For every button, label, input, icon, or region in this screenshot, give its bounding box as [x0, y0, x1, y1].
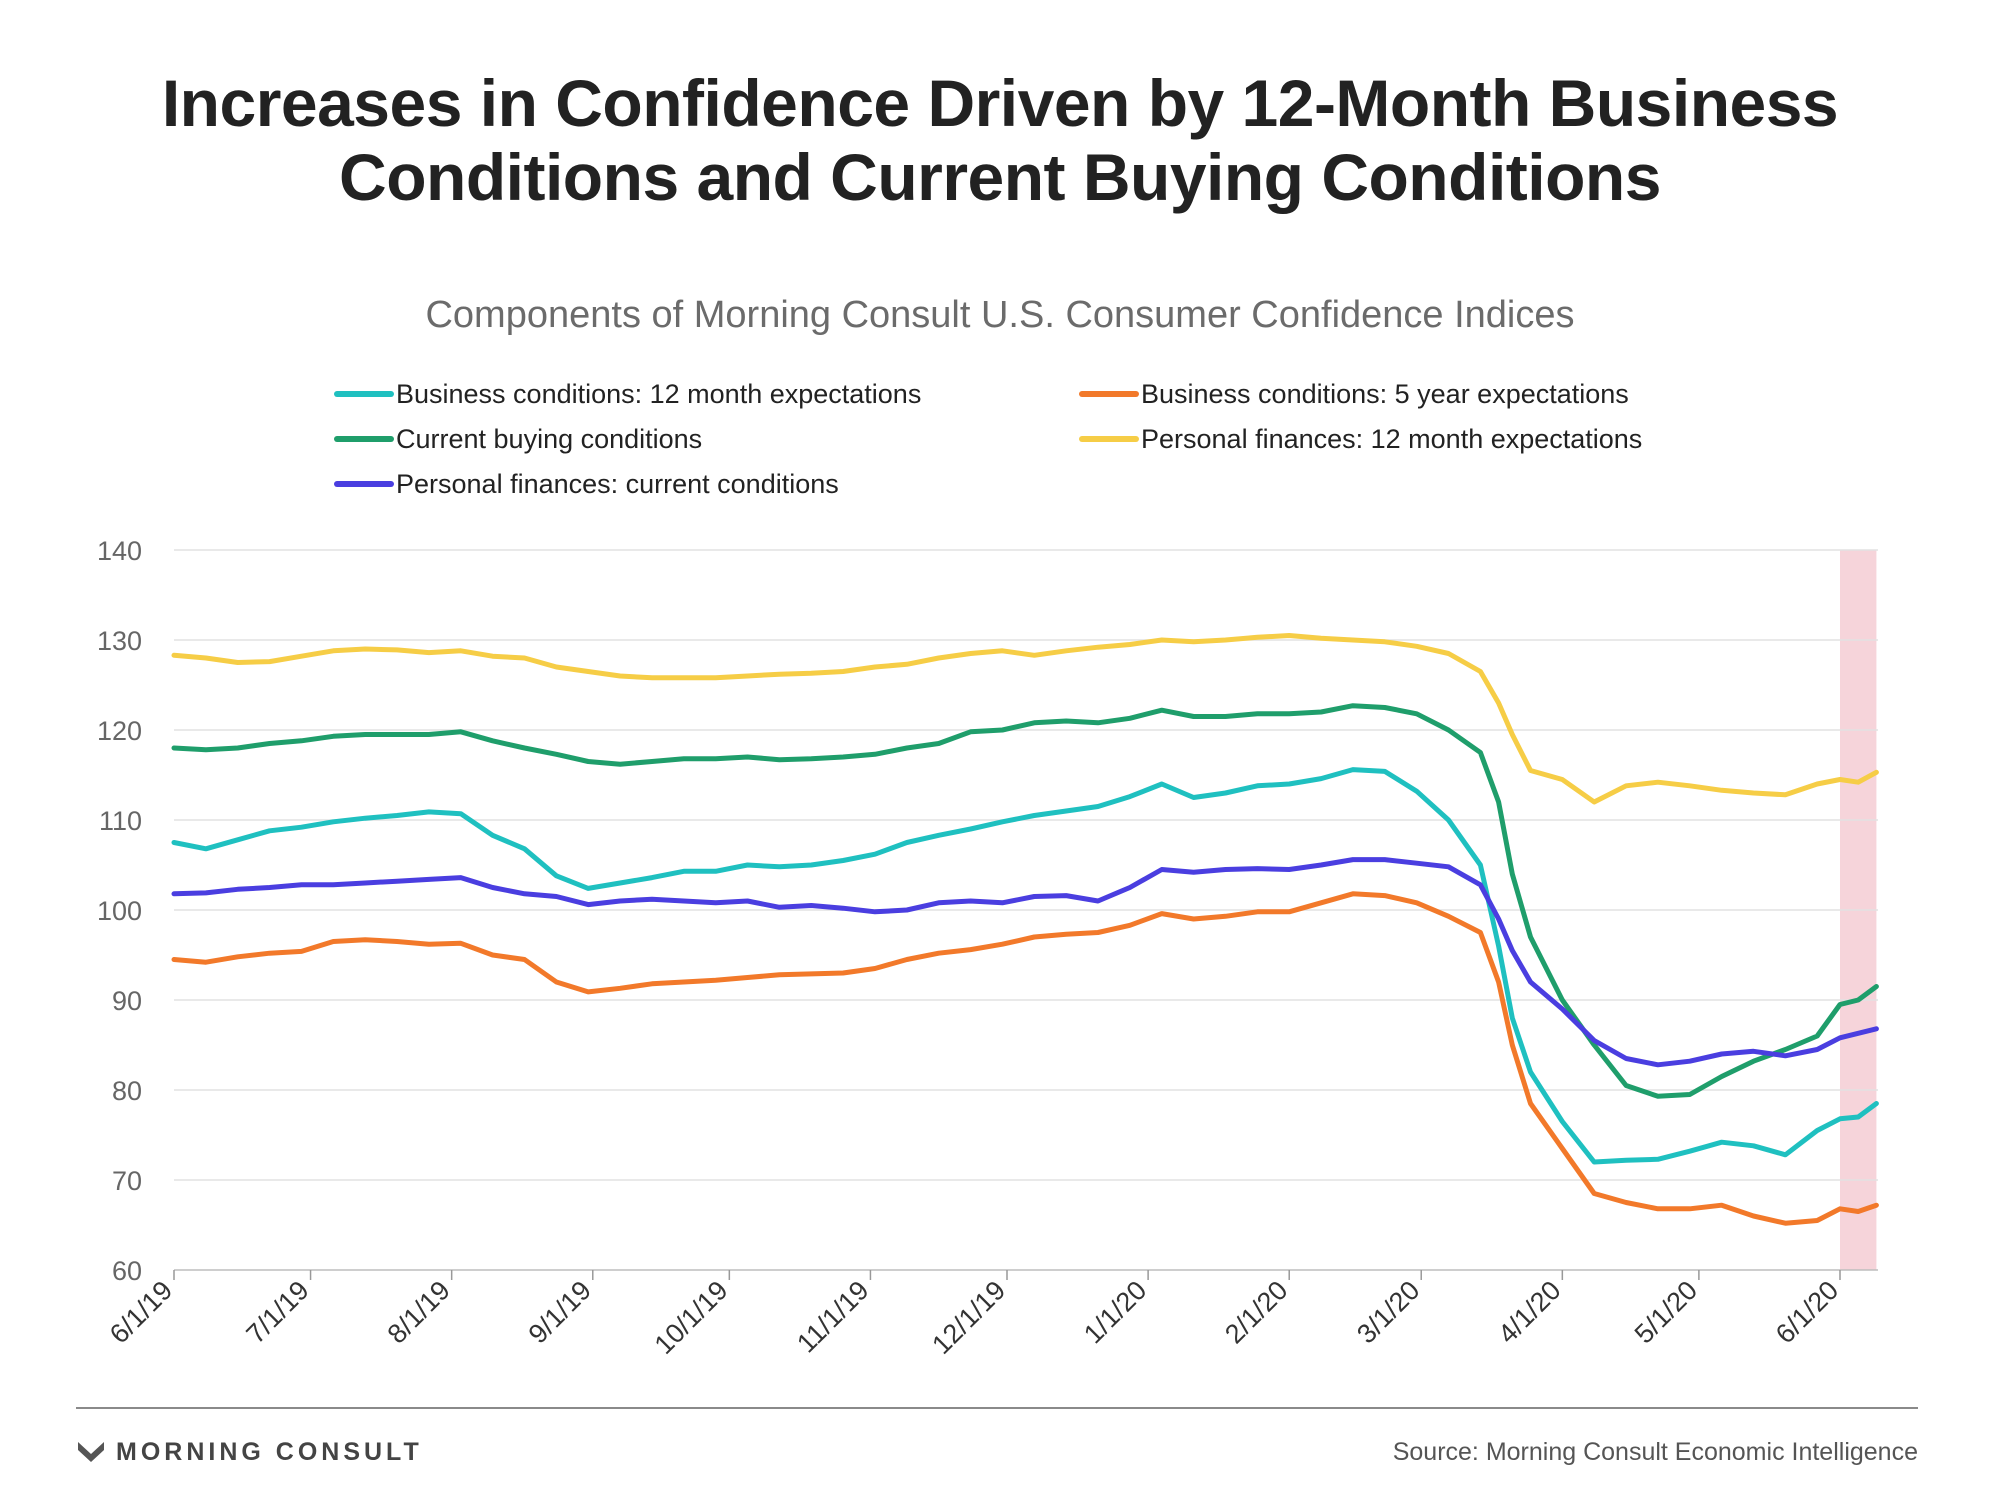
legend-label: Business conditions: 5 year expectations: [1141, 378, 1629, 409]
legend-swatch: [334, 481, 394, 487]
x-tick-label: 2/1/20: [1219, 1275, 1293, 1349]
y-tick-label: 100: [97, 896, 142, 926]
legend-label: Current buying conditions: [396, 423, 703, 454]
legend-label: Personal finances: current conditions: [396, 468, 839, 499]
legend-item: Personal finances: 12 month expectations: [1079, 419, 1642, 459]
chart-title: Increases in Confidence Driven by 12-Mon…: [0, 66, 2000, 214]
x-tick-label: 5/1/20: [1629, 1275, 1703, 1349]
line-chart: 60 70 80 90 100 110 120 130 140 6/1/19 7/1/19 8/1/1…: [97, 536, 1879, 1360]
series-line: [171, 767, 1879, 1165]
legend-item: Business conditions: 5 year expectations: [1079, 374, 1629, 414]
chart-legend: Business conditions: 12 month expectatio…: [334, 374, 1734, 514]
series-line: [171, 633, 1879, 805]
footer-divider: [76, 1407, 1918, 1409]
x-tick-label: 4/1/20: [1492, 1275, 1566, 1349]
legend-swatch: [334, 391, 394, 397]
y-tick-label: 70: [112, 1166, 142, 1196]
x-tick-label: 10/1/19: [649, 1275, 734, 1360]
legend-item: Current buying conditions: [334, 419, 702, 459]
x-tick-label: 3/1/20: [1351, 1275, 1425, 1349]
y-tick-label: 90: [112, 986, 142, 1016]
x-tick-label: 12/1/19: [926, 1275, 1011, 1360]
x-tick-label: 8/1/19: [382, 1275, 456, 1349]
legend-item: Business conditions: 12 month expectatio…: [334, 374, 921, 414]
chart-title-line-2: Conditions and Current Buying Conditions: [339, 140, 1661, 214]
y-tick-label: 60: [112, 1256, 142, 1286]
x-tick-label: 6/1/20: [1770, 1275, 1844, 1349]
series-line: [171, 857, 1879, 1068]
y-tick-label: 80: [112, 1076, 142, 1106]
source-note: Source: Morning Consult Economic Intelli…: [1392, 1438, 1918, 1466]
brand: MORNING CONSULT: [76, 1438, 423, 1467]
series-line: [171, 703, 1879, 1099]
morning-consult-logo-icon: [78, 1441, 104, 1462]
y-tick-label: 110: [99, 806, 142, 836]
x-tick-label: 7/1/19: [240, 1275, 314, 1349]
legend-swatch: [334, 436, 394, 442]
brand-label: MORNING CONSULT: [116, 1438, 423, 1466]
x-tick-label: 9/1/19: [523, 1275, 597, 1349]
legend-label: Personal finances: 12 month expectations: [1141, 423, 1643, 454]
x-tick-label: 11/1/19: [791, 1275, 875, 1359]
y-tick-label: 140: [97, 536, 142, 566]
x-tick-label: 1/1/20: [1078, 1275, 1152, 1349]
y-tick-label: 120: [97, 716, 142, 746]
legend-label: Business conditions: 12 month expectatio…: [396, 378, 922, 409]
y-tick-label: 130: [97, 626, 142, 656]
legend-swatch: [1079, 436, 1139, 442]
chart-title-line-1: Increases in Confidence Driven by 12-Mon…: [161, 66, 1839, 140]
legend-item: Personal finances: current conditions: [334, 464, 839, 504]
series-line: [171, 891, 1879, 1226]
x-tick-label: 6/1/19: [104, 1275, 178, 1349]
chart-subtitle: Components of Morning Consult U.S. Consu…: [425, 294, 1575, 336]
legend-swatch: [1079, 391, 1139, 397]
